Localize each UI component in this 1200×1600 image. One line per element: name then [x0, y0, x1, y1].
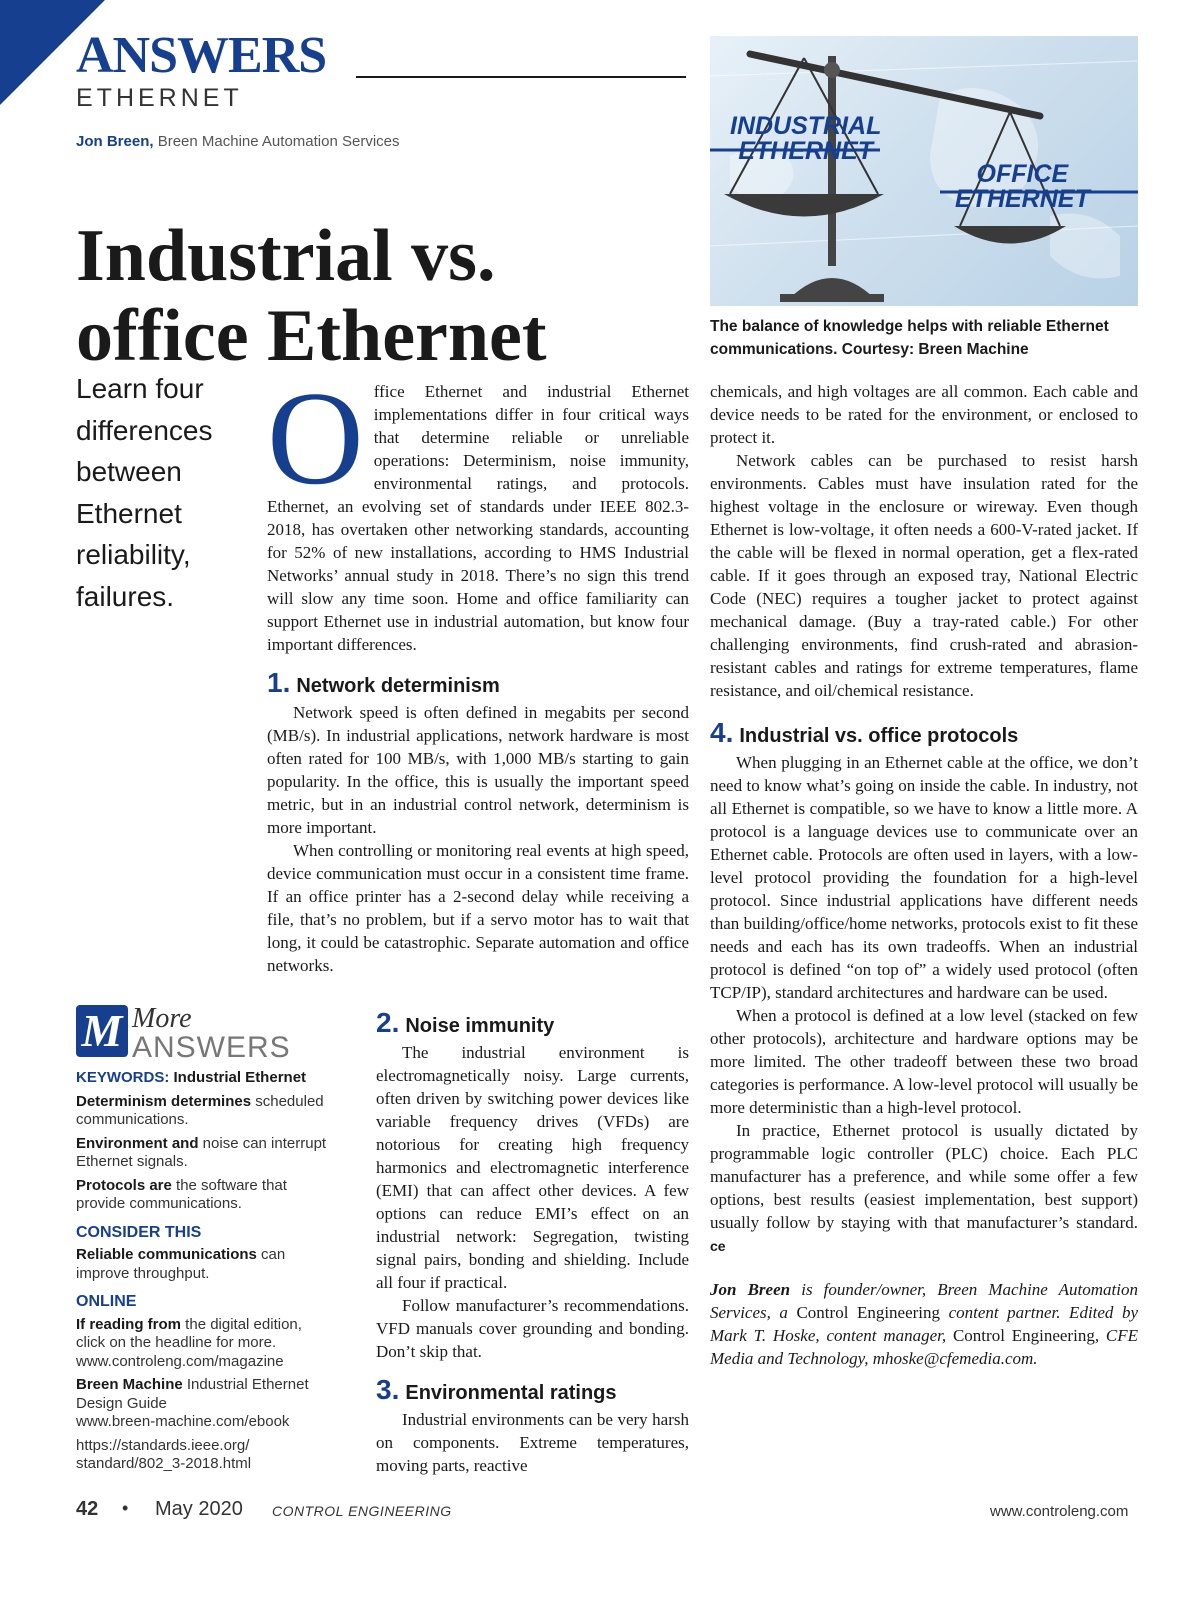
drop-cap: O — [267, 364, 364, 512]
byline-company: Breen Machine Automation Services — [153, 133, 400, 150]
masthead-brand: ANSWERS — [76, 27, 327, 84]
intro-column: O ffice Ethernet and industrial Ethernet… — [267, 364, 689, 977]
consider-heading: CONSIDER THIS — [76, 1223, 202, 1241]
consider-point: Reliable communications can improve thro… — [76, 1246, 286, 1282]
issue-date: May 2020 — [155, 1498, 243, 1520]
balance-scale-illustration: INDUSTRIAL ETHERNET OFFICE ETHERNET — [710, 36, 1138, 306]
keywords: KEYWORDS: Industrial Ethernet — [76, 1069, 307, 1086]
end-mark: ce — [710, 1238, 726, 1254]
section-3-heading: 3. Environmental ratings — [376, 1374, 617, 1405]
online-link-magazine[interactable]: www.controleng.com/magazine — [76, 1352, 284, 1370]
byline: Jon Breen, Breen Machine Automation Serv… — [76, 133, 400, 150]
lower-middle-column: 2. Noise immunity The industrial environm… — [376, 1007, 689, 1477]
online-link-ebook[interactable]: www.breen-machine.com/ebook — [76, 1413, 290, 1430]
image-caption: The balance of knowledge helps with reli… — [710, 318, 1109, 358]
section-4-paragraph-2: When a protocol is defined at a low leve… — [710, 1006, 1138, 1117]
balance-scale-icon — [710, 50, 1138, 302]
label-office-ethernet: ETHERNET — [955, 185, 1090, 213]
section-4-paragraph-3: In practice, Ethernet protocol is usuall… — [710, 1121, 1138, 1254]
online-heading: ONLINE — [76, 1293, 137, 1310]
author-bio: Jon Breen is founder/owner, Breen Machin… — [710, 1280, 1139, 1368]
keyword-point-2: Environment and noise can interrupt Ethe… — [76, 1134, 327, 1171]
byline-author: Jon Breen, — [76, 133, 154, 150]
article-title[interactable]: Industrial vs. office Ethernet — [76, 216, 676, 376]
magazine-name: CONTROL ENGINEERING — [272, 1503, 452, 1519]
section-3-paragraph-2: Network cables can be purchased to resis… — [710, 451, 1138, 700]
section-2-paragraph-1: The industrial environment is electromag… — [376, 1043, 689, 1292]
section-3-paragraph-1-cont: chemicals, and high voltages are all com… — [710, 382, 1138, 447]
page-number: 42 — [76, 1498, 99, 1520]
section-1-paragraph-2: When controlling or monitoring real even… — [267, 841, 689, 975]
section-4-paragraph-1: When plugging in an Ethernet cable at th… — [710, 753, 1138, 1002]
keyword-point-1: Determinism determines scheduled communi… — [76, 1092, 324, 1129]
label-office: OFFICE — [976, 160, 1069, 188]
more-answers-logo: M More ANSWERS — [76, 1005, 331, 1063]
keyword-point-3: Protocols are the software that provide … — [76, 1176, 287, 1213]
footer-url[interactable]: www.controleng.com — [990, 1503, 1129, 1520]
title-line-1: Industrial vs. — [76, 215, 496, 297]
section-1-heading: 1. Network determinism — [267, 667, 500, 698]
section-3-paragraph-1: Industrial environments can be very hars… — [376, 1410, 689, 1475]
title-line-2: office Ethernet — [76, 295, 547, 377]
section-1-paragraph-1: Network speed is often defined in megabi… — [267, 703, 689, 837]
article-deck: Learn four differences between Ethernet … — [76, 373, 213, 612]
online-point-3[interactable]: https://standards.ieee.org/standard/802_… — [76, 1436, 252, 1473]
masthead-rule — [356, 76, 686, 78]
corner-accent — [0, 0, 105, 105]
section-2-heading: 2. Noise immunity — [376, 1007, 555, 1038]
m-logo-icon: M — [76, 1005, 128, 1057]
more-answers-sidebar: M More ANSWERS KEYWORDS: Industrial Ethern… — [76, 1005, 331, 1479]
right-column: chemicals, and high voltages are all com… — [710, 380, 1138, 1370]
footer-bullet: • — [122, 1498, 129, 1518]
label-industrial-ethernet: ETHERNET — [738, 137, 874, 165]
section-2-paragraph-2: Follow manufacturer’s recommendations. V… — [376, 1296, 689, 1361]
section-4-heading: 4. Industrial vs. office protocols — [710, 717, 1019, 748]
online-point-1: If reading from the digital edition, cli… — [76, 1315, 302, 1370]
online-point-2: Breen Machine Industrial Ethernet Design… — [76, 1376, 309, 1430]
label-industrial: INDUSTRIAL — [730, 112, 882, 140]
masthead-section: ETHERNET — [76, 84, 243, 112]
intro-paragraph: ffice Ethernet and industrial Ethernet i… — [267, 382, 689, 654]
